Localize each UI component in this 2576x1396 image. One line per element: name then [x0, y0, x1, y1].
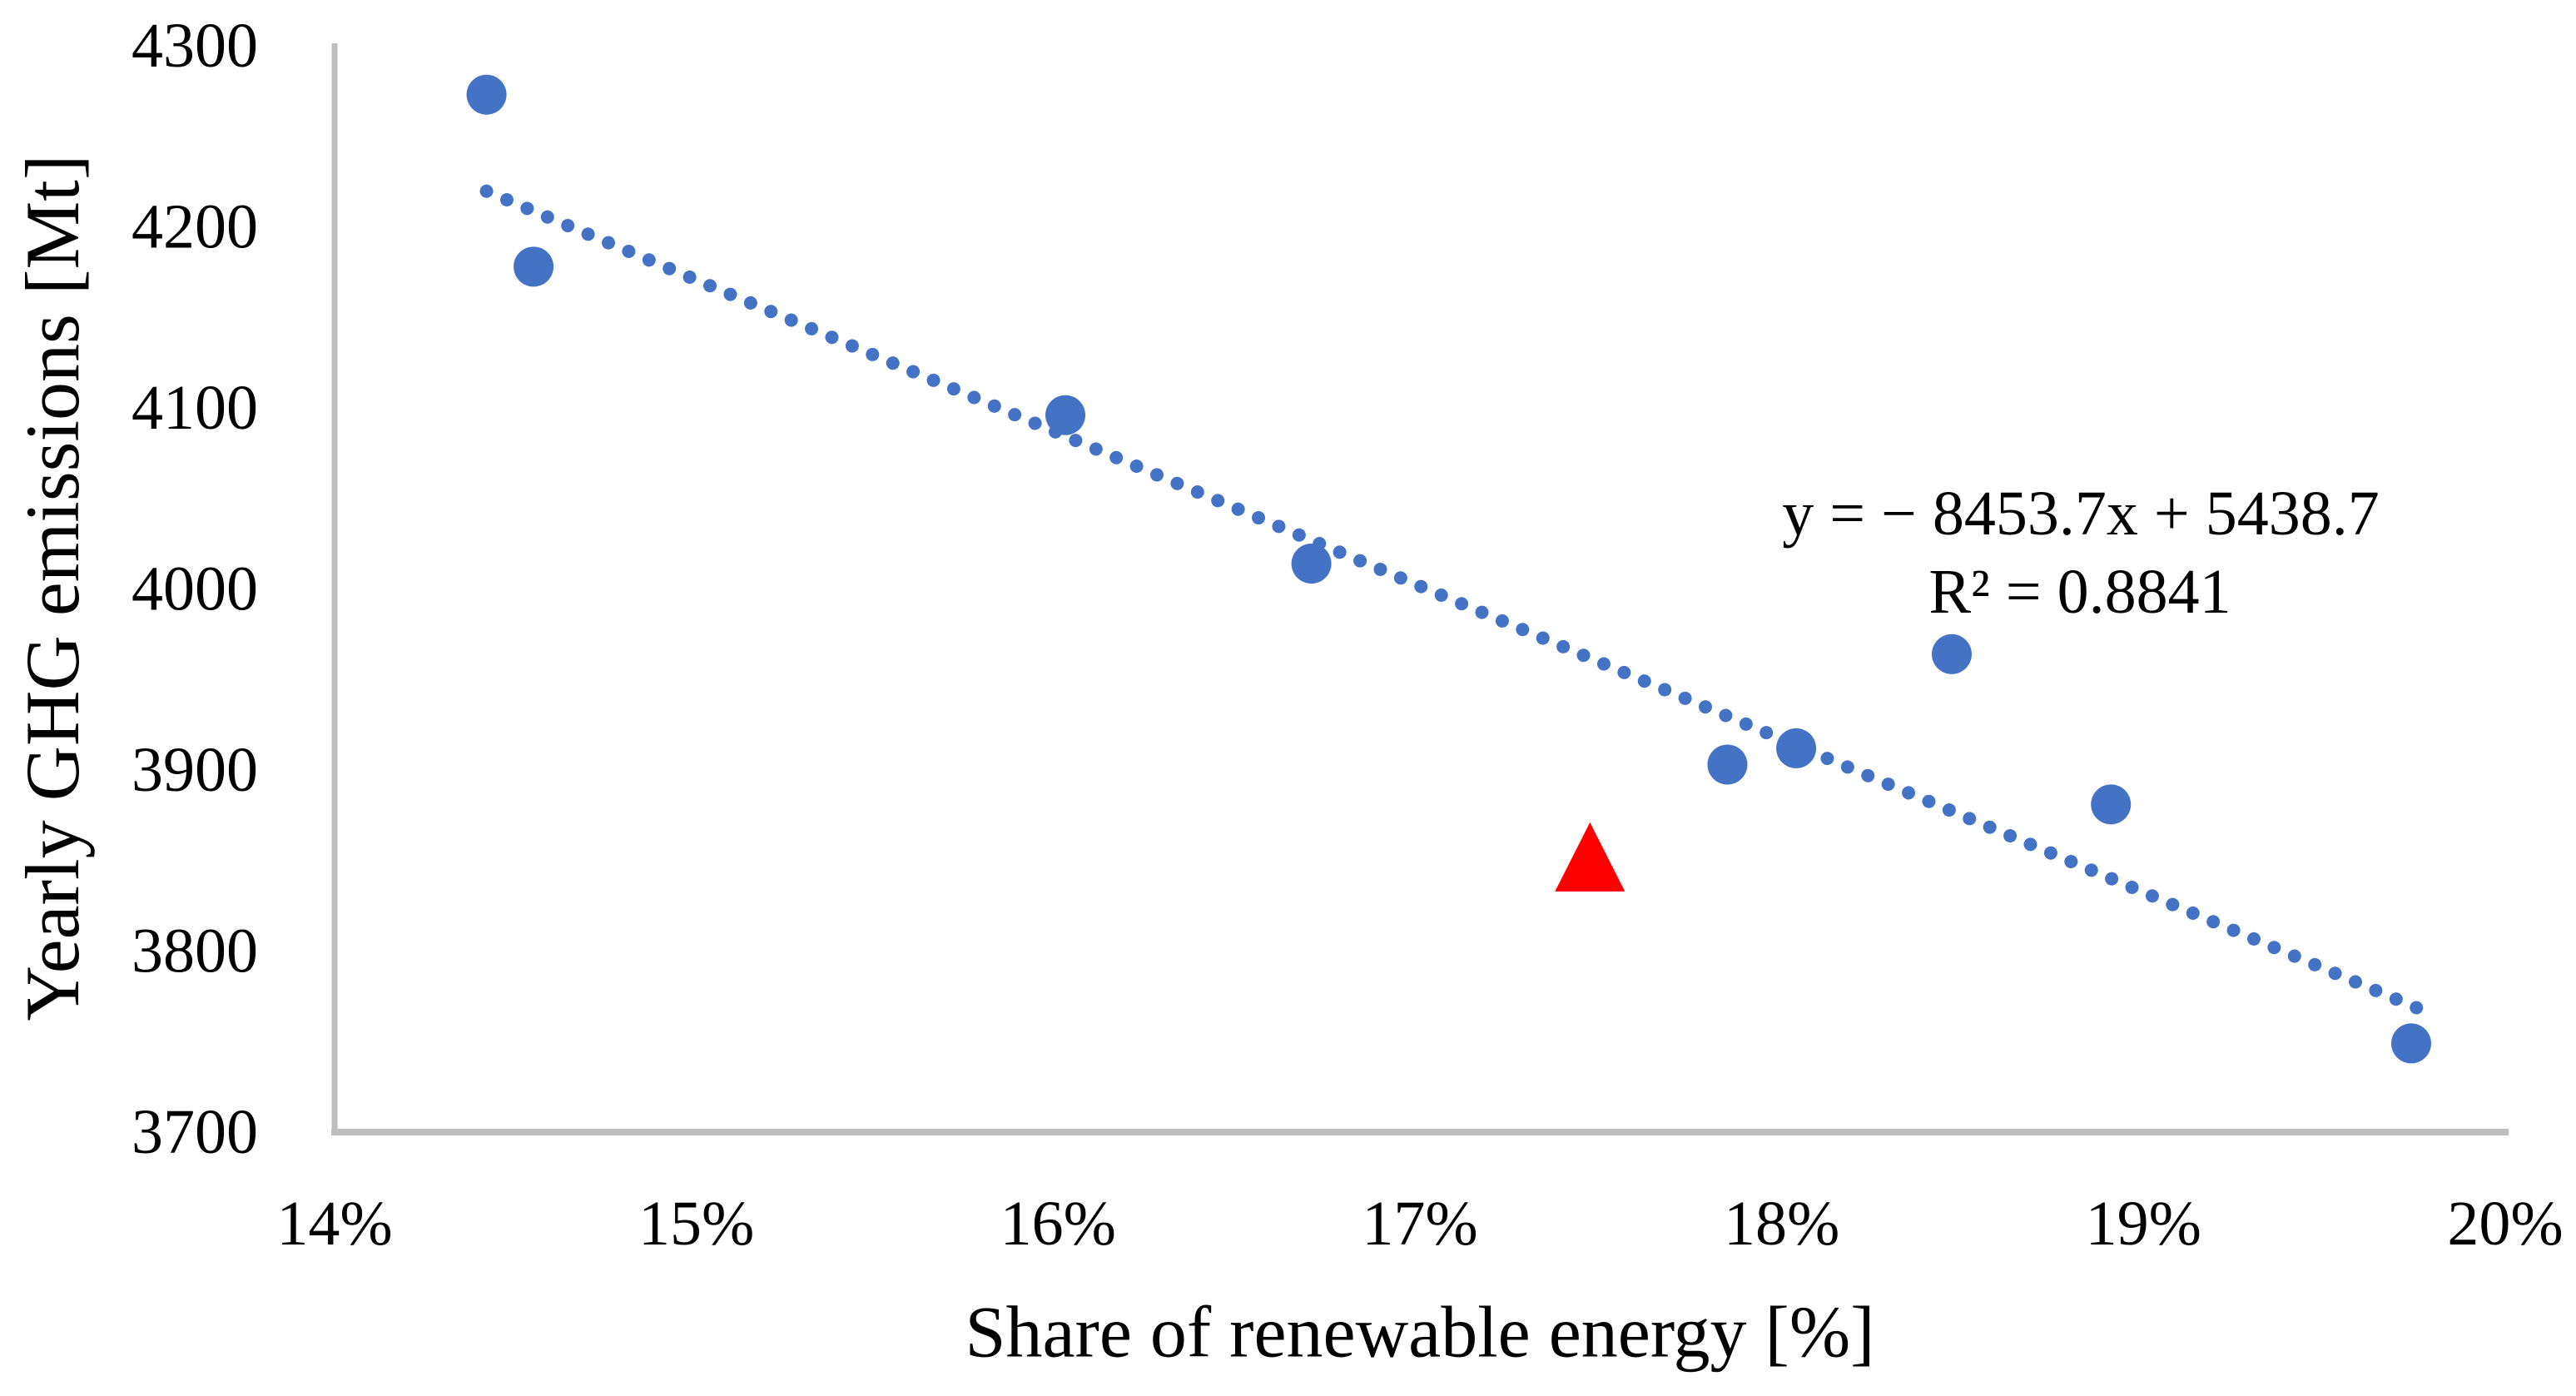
y-tick-labels: 4300 4200 4100 4000 3900 3800 3700 [132, 11, 258, 1167]
y-tick-label: 3900 [132, 735, 258, 805]
data-point [1776, 728, 1817, 768]
x-tick-label: 19% [2086, 1189, 2201, 1259]
trendline-group [479, 184, 2425, 1016]
y-tick-label: 4100 [132, 373, 258, 443]
data-point [2091, 784, 2132, 825]
data-point [514, 246, 554, 287]
x-tick-label: 17% [1362, 1189, 1477, 1259]
data-points-group [466, 74, 2431, 1064]
triangle-marker [1555, 822, 1626, 892]
data-point [466, 74, 507, 115]
data-point [2390, 1023, 2431, 1064]
data-point [1291, 544, 1332, 584]
x-tick-labels: 14% 15% 16% 17% 18% 19% 20% [276, 1189, 2563, 1259]
y-tick-label: 3700 [132, 1097, 258, 1167]
data-point [1045, 395, 1086, 435]
x-tick-label: 20% [2447, 1189, 2563, 1259]
axes [331, 43, 2509, 1135]
x-tick-label: 15% [638, 1189, 754, 1259]
trendline-equation: y = − 8453.7x + 5438.7 [1782, 479, 2380, 549]
x-axis-title: Share of renewable energy [%] [965, 1293, 1875, 1374]
data-point [1707, 744, 1748, 785]
data-point [1931, 633, 1972, 674]
y-tick-label: 4200 [132, 192, 258, 262]
x-tick-label: 18% [1724, 1189, 1839, 1259]
y-axis-title: Yearly GHG emissions [Mt] [10, 155, 95, 1021]
y-tick-label: 4300 [132, 11, 258, 81]
x-tick-label: 16% [1000, 1189, 1116, 1259]
r-squared-label: R² = 0.8841 [1928, 557, 2231, 627]
y-tick-label: 3800 [132, 917, 258, 986]
trendline [479, 184, 2425, 1016]
x-tick-label: 14% [276, 1189, 392, 1259]
y-tick-label: 4000 [132, 554, 258, 624]
